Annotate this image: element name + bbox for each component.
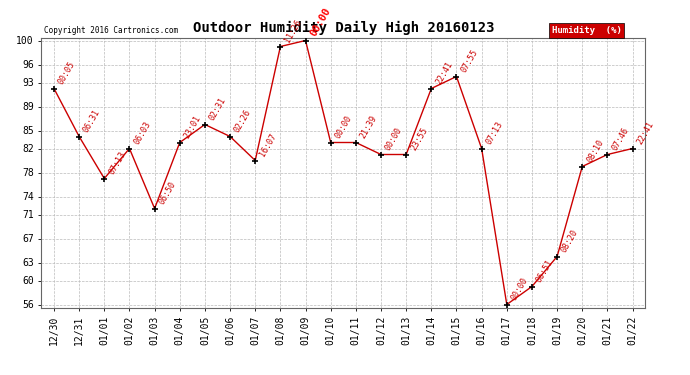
Text: 02:26: 02:26 [233,108,253,134]
Text: 00:00: 00:00 [333,114,354,140]
Text: 00:00: 00:00 [308,6,333,38]
Text: 23:01: 23:01 [183,114,203,140]
Text: 06:50: 06:50 [157,180,178,206]
Text: 22:41: 22:41 [434,60,455,86]
Text: 07:13: 07:13 [484,120,504,146]
Text: 11:26: 11:26 [283,18,304,44]
Text: 06:03: 06:03 [132,120,152,146]
Text: 06:31: 06:31 [82,108,102,134]
Text: 07:46: 07:46 [610,126,631,152]
Text: 08:20: 08:20 [560,228,580,254]
Text: 00:00: 00:00 [510,276,530,302]
Text: 08:10: 08:10 [585,138,605,164]
Text: 22:41: 22:41 [635,120,656,146]
Text: 23:55: 23:55 [409,126,429,152]
Text: 16:07: 16:07 [258,132,278,158]
Text: Humidity  (%): Humidity (%) [551,26,622,35]
Text: 00:00: 00:00 [384,126,404,152]
Text: 02:31: 02:31 [208,96,228,122]
Text: 07:55: 07:55 [460,48,480,74]
Text: 07:13: 07:13 [107,150,128,176]
Text: Copyright 2016 Cartronics.com: Copyright 2016 Cartronics.com [44,26,179,35]
Text: 00:05: 00:05 [57,60,77,86]
Text: 21:39: 21:39 [359,114,379,140]
Title: Outdoor Humidity Daily High 20160123: Outdoor Humidity Daily High 20160123 [193,21,494,35]
Text: 06:51: 06:51 [535,258,555,284]
